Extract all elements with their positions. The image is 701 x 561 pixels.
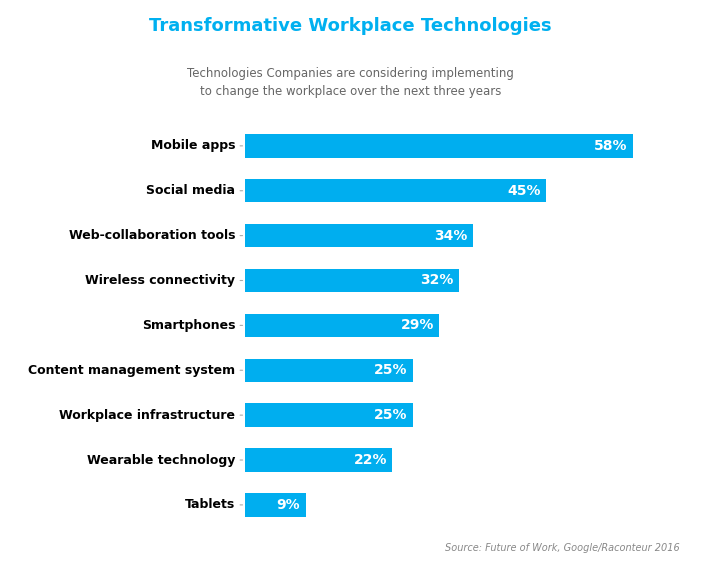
Text: 58%: 58% bbox=[594, 139, 628, 153]
Text: Wearable technology: Wearable technology bbox=[87, 453, 236, 467]
Text: 29%: 29% bbox=[400, 319, 434, 332]
Text: 32%: 32% bbox=[421, 274, 454, 287]
Text: 25%: 25% bbox=[374, 364, 407, 377]
Bar bbox=[245, 358, 412, 382]
Text: Smartphones: Smartphones bbox=[142, 319, 236, 332]
Bar bbox=[245, 403, 412, 427]
Text: 22%: 22% bbox=[353, 453, 387, 467]
Text: 34%: 34% bbox=[434, 229, 468, 242]
Bar bbox=[245, 224, 472, 247]
Text: 45%: 45% bbox=[508, 184, 541, 197]
Text: Source: Future of Work, Google/Raconteur 2016: Source: Future of Work, Google/Raconteur… bbox=[445, 542, 680, 553]
Text: Content management system: Content management system bbox=[28, 364, 236, 377]
Text: Social media: Social media bbox=[147, 184, 236, 197]
Text: 9%: 9% bbox=[277, 498, 300, 512]
Text: Workplace infrastructure: Workplace infrastructure bbox=[60, 408, 236, 422]
Bar bbox=[245, 493, 306, 517]
Text: Mobile apps: Mobile apps bbox=[151, 139, 236, 153]
Text: Wireless connectivity: Wireless connectivity bbox=[86, 274, 236, 287]
Bar bbox=[245, 179, 546, 203]
Bar bbox=[245, 448, 393, 472]
Bar bbox=[245, 314, 440, 337]
Text: Tablets: Tablets bbox=[185, 498, 236, 512]
Text: Technologies Companies are considering implementing
to change the workplace over: Technologies Companies are considering i… bbox=[187, 67, 514, 98]
Bar bbox=[245, 269, 459, 292]
Bar bbox=[245, 134, 633, 158]
Text: 25%: 25% bbox=[374, 408, 407, 422]
Text: Web-collaboration tools: Web-collaboration tools bbox=[69, 229, 236, 242]
Text: Transformative Workplace Technologies: Transformative Workplace Technologies bbox=[149, 17, 552, 35]
